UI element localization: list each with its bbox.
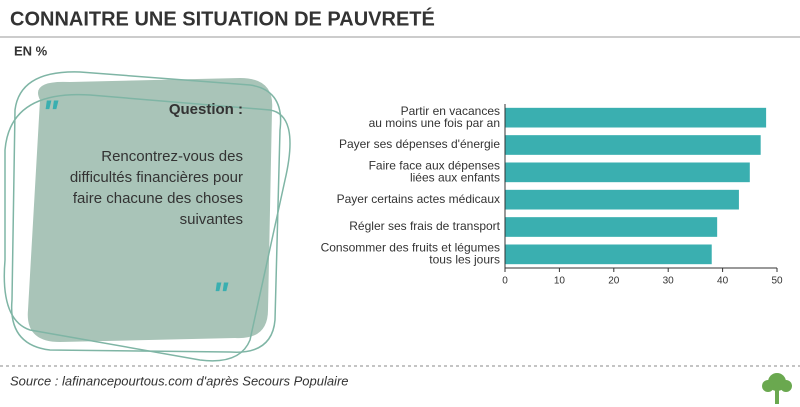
y-tick-label: Régler ses frais de transport [349, 219, 500, 233]
x-tick-label: 10 [554, 276, 566, 287]
logo-tree [762, 373, 792, 404]
x-tick-label: 50 [771, 276, 783, 287]
subtitle: EN % [14, 43, 48, 58]
question-text: Rencontrez-vous des [101, 148, 243, 165]
bar [505, 244, 712, 265]
bar [505, 217, 718, 237]
question-box: " " [3, 71, 291, 362]
x-tick-label: 30 [663, 276, 675, 287]
y-tick-label: Faire face aux dépenses [369, 159, 500, 173]
y-tick-label: Partir en vacances [401, 104, 500, 118]
question-text: faire chacune des choses [73, 190, 243, 207]
svg-text:": " [212, 276, 229, 314]
y-tick-label: Payer ses dépenses d'énergie [339, 137, 500, 151]
y-tick-label: tous les jours [429, 253, 500, 267]
title: CONNAITRE UNE SITUATION DE PAUVRETÉ [10, 7, 435, 30]
question-label: Question : [169, 101, 243, 118]
question-text: suivantes [180, 211, 243, 228]
x-tick-label: 0 [502, 276, 508, 287]
y-tick-label: au moins une fois par an [369, 116, 500, 130]
bar [505, 189, 739, 210]
x-tick-label: 40 [717, 276, 729, 287]
bar [505, 162, 750, 183]
y-tick-label: Consommer des fruits et légumes [321, 241, 500, 255]
svg-text:": " [42, 94, 59, 132]
bar [505, 135, 761, 155]
question-text: difficultés financières pour [70, 169, 243, 186]
y-tick-label: liées aux enfants [410, 171, 500, 185]
x-tick-label: 20 [608, 276, 620, 287]
source: Source : lafinancepourtous.com d'après S… [10, 373, 349, 388]
y-tick-label: Payer certains actes médicaux [337, 192, 500, 206]
bar [505, 107, 767, 128]
